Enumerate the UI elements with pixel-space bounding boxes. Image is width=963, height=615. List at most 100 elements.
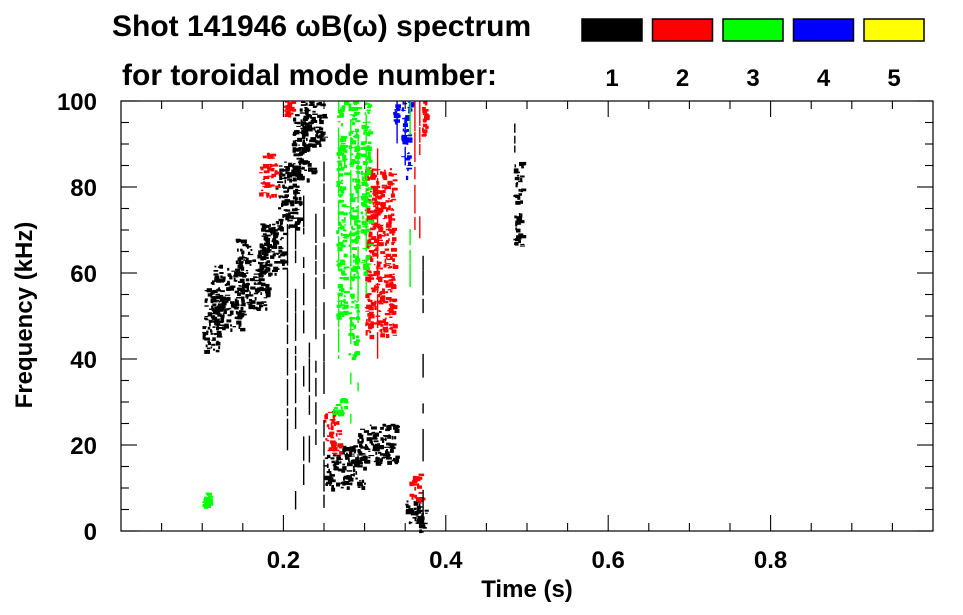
spectrum-pixel [308, 121, 314, 125]
spectrum-pixel [262, 247, 267, 252]
spectrum-pixel [350, 322, 354, 324]
spectrum-pixel [424, 103, 428, 106]
spectrum-pixel [384, 312, 391, 316]
spectrum-pixel [520, 235, 527, 239]
spectrum-pixel [210, 315, 216, 319]
spectrum-pixel [303, 142, 307, 146]
spectrum-pixel [367, 274, 372, 276]
spectrum-pixel [287, 202, 289, 206]
spectrum-pixel [203, 498, 210, 502]
spectrum-pixel [309, 101, 315, 104]
spectrum-pixel [369, 311, 374, 316]
spectrum-pixel [391, 247, 397, 252]
spectrum-pixel [340, 112, 344, 117]
spectrum-pixel [386, 297, 392, 301]
spectrum-pixel [334, 406, 338, 410]
spectrum-pixel [368, 220, 375, 224]
spectrum-pixel [204, 299, 208, 303]
spectrum-pixel [284, 166, 289, 168]
spectrum-pixel [290, 186, 292, 189]
spectrum-pixel [288, 164, 291, 167]
spectrum-pixel [275, 185, 281, 189]
spectrum-pixel [271, 157, 275, 159]
spectrum-pixel [291, 108, 297, 112]
spectrum-pixel [382, 423, 387, 427]
spectrum-pixel [407, 169, 409, 172]
spectrum-pixel [264, 242, 269, 245]
spectrum-pixel [325, 413, 329, 417]
spectrum-pixel [378, 277, 383, 283]
spectrum-pixel [260, 267, 264, 271]
spectrum-pixel [370, 258, 374, 262]
spectrum-pixel [223, 300, 229, 303]
spectrum-pixel [378, 210, 382, 212]
spectrum-pixel [406, 167, 413, 170]
spectrum-pixel [366, 445, 369, 450]
spectrum-pixel [252, 259, 257, 262]
spectrum-pixel [381, 206, 385, 209]
spectrum-pixel [361, 484, 364, 489]
spectrum-pixel [365, 170, 372, 175]
spectrum-pixel [372, 288, 376, 293]
spectrum-pixel [313, 126, 316, 131]
spectrum-pixel [391, 242, 394, 246]
spectrum-pixel [213, 293, 215, 295]
spectrum-pixel [519, 245, 525, 247]
spectrum-pixel [328, 477, 334, 482]
spectrum-pixel [386, 334, 390, 339]
spectrum-pixel [239, 278, 245, 283]
spectrum-pixel [370, 321, 374, 324]
spectrum-pixel [271, 194, 275, 198]
spectrum-pixel [278, 207, 282, 210]
spectrum-pixel [369, 227, 375, 231]
spectrum-pixel [362, 122, 367, 124]
spectrum-pixel [262, 233, 267, 236]
spectrum-pixel [364, 448, 371, 450]
spectrum-pixel [343, 398, 349, 402]
spectrum-pixel [367, 166, 370, 168]
spectrum-pixel [372, 225, 379, 228]
spectrum-pixel [342, 466, 347, 471]
spectrum-pixel [366, 109, 371, 111]
spectrum-pixel [241, 239, 247, 244]
spectrum-pixel [388, 205, 391, 209]
spectrum-pixel [211, 307, 214, 311]
spectrum-pixel [222, 276, 226, 280]
spectrum-pixel [414, 486, 417, 491]
spectrum-pixel [350, 306, 354, 308]
spectrum-pixel [273, 233, 278, 239]
spectrum-pixel [371, 236, 377, 240]
spectrum-pixel [391, 207, 393, 210]
spectrum-pixel [365, 167, 370, 170]
spectrum-pixel [230, 328, 233, 332]
spectrum-pixel [263, 297, 268, 299]
spectrum-pixel [343, 299, 346, 304]
spectrum-pixel [514, 242, 518, 246]
spectrum-pixel [292, 183, 297, 188]
spectrum-pixel [374, 448, 380, 452]
spectrum-pixel [352, 178, 354, 183]
spectrum-pixel [362, 204, 368, 208]
spectrum-region-mode-1 [356, 423, 400, 466]
spectrum-pixel [413, 500, 416, 502]
spectrum-pixel [370, 175, 376, 180]
spectrum-pixel [224, 323, 229, 328]
spectrum-pixel [349, 449, 353, 453]
y-tick-label: 80 [70, 175, 97, 202]
spectrum-pixel [354, 150, 358, 153]
spectrum-pixel [360, 446, 366, 449]
spectrum-pixel [365, 322, 370, 326]
spectrum-pixel [348, 478, 351, 483]
spectrum-pixel [210, 328, 212, 333]
spectrum-pixel [341, 273, 347, 276]
spectrum-pixel [340, 304, 345, 307]
spectrum-pixel [215, 293, 220, 296]
spectrum-pixel [373, 289, 379, 291]
spectrum-pixel [386, 233, 389, 236]
spectrum-pixel [217, 321, 224, 324]
spectrum-pixel [357, 486, 361, 488]
spectrum-pixel [311, 140, 313, 142]
spectrum-pixel [211, 312, 216, 315]
spectrum-pixel [291, 143, 298, 147]
spectrum-pixel [223, 310, 227, 315]
